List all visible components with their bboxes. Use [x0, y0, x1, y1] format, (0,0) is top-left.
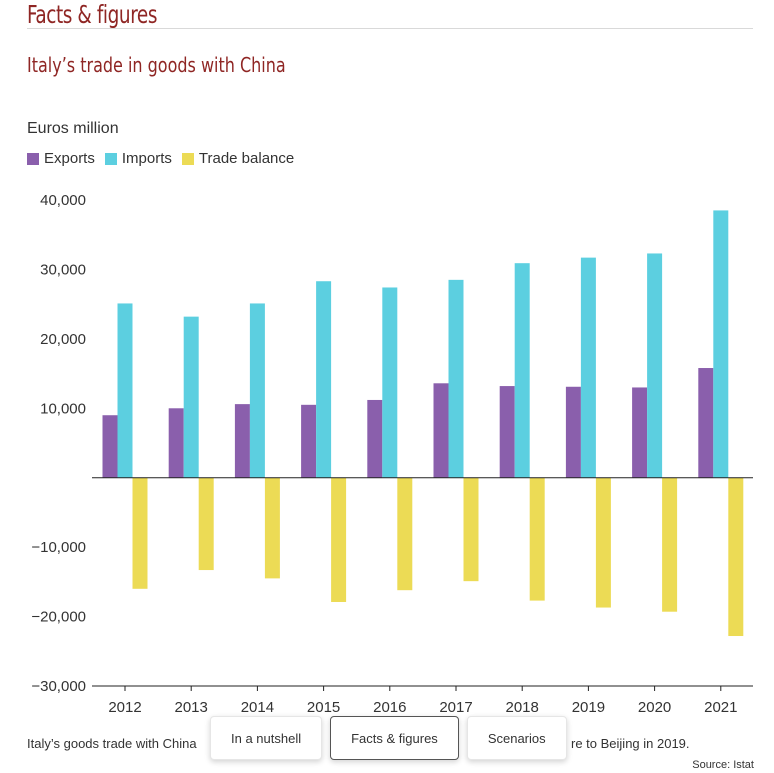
chart-legend: Exports Imports Trade balance — [27, 150, 304, 167]
bar-imports-2012 — [117, 303, 133, 478]
x-tick-label: 2020 — [638, 699, 671, 716]
bar-imports-2016 — [382, 287, 398, 478]
y-tick-label: 10,000 — [40, 400, 86, 417]
legend-swatch-trade-balance — [181, 152, 194, 165]
x-tick-label: 2019 — [572, 699, 605, 716]
y-tick-label: −10,000 — [31, 539, 86, 556]
x-tick-label: 2014 — [241, 699, 274, 716]
bar-trade-balance-2014 — [264, 477, 280, 579]
bar-imports-2015 — [316, 281, 332, 478]
bar-imports-2018 — [514, 263, 530, 478]
legend-item-exports: Exports — [27, 150, 95, 167]
bar-imports-2014 — [249, 303, 265, 478]
legend-item-trade-balance: Trade balance — [181, 150, 295, 167]
nav-button-facts-and-figures[interactable]: Facts & figures — [330, 716, 459, 760]
y-tick-label: 30,000 — [40, 261, 86, 278]
bar-exports-2016 — [367, 399, 383, 478]
legend-label-exports: Exports — [44, 150, 95, 167]
bar-trade-balance-2013 — [198, 477, 214, 571]
x-tick-label: 2018 — [506, 699, 539, 716]
bar-imports-2013 — [183, 316, 199, 478]
units-label: Euros million — [27, 120, 119, 137]
bar-trade-balance-2018 — [529, 477, 545, 601]
x-tick-label: 2016 — [373, 699, 406, 716]
bar-exports-2012 — [102, 415, 118, 478]
nav-button-scenarios[interactable]: Scenarios — [466, 716, 567, 760]
bar-imports-2017 — [448, 279, 464, 478]
bar-trade-balance-2021 — [728, 477, 744, 637]
x-tick-label: 2021 — [704, 699, 737, 716]
bar-exports-2013 — [168, 408, 184, 478]
chart-caption: Italy’s goods trade with China — [27, 736, 197, 751]
section-nav: In a nutshell Facts & figures Scenarios — [210, 716, 567, 760]
bar-exports-2021 — [698, 368, 714, 478]
nav-button-in-a-nutshell[interactable]: In a nutshell — [210, 716, 323, 760]
bar-imports-2020 — [647, 253, 663, 478]
section-divider — [27, 28, 753, 29]
bar-exports-2017 — [433, 383, 449, 478]
caption-text: Italy’s goods trade with China — [27, 736, 197, 751]
bar-trade-balance-2016 — [397, 477, 413, 591]
x-tick-label: 2012 — [108, 699, 141, 716]
bar-exports-2015 — [301, 404, 317, 478]
legend-label-trade-balance: Trade balance — [198, 150, 295, 167]
source-note: Source: Istat — [692, 759, 754, 771]
legend-swatch-imports — [104, 152, 117, 165]
legend-label-imports: Imports — [121, 150, 172, 167]
bar-imports-2021 — [713, 210, 729, 478]
legend-swatch-exports — [27, 152, 39, 165]
legend-item-imports: Imports — [104, 150, 172, 167]
bar-exports-2019 — [565, 386, 581, 478]
bar-imports-2019 — [580, 257, 596, 478]
bar-exports-2014 — [234, 404, 250, 478]
bar-trade-balance-2012 — [132, 477, 148, 589]
chart-caption-tail: re to Beijing in 2019. — [571, 736, 690, 751]
bar-trade-balance-2020 — [662, 477, 678, 612]
y-tick-label: 40,000 — [40, 192, 86, 209]
bar-exports-2018 — [499, 386, 515, 478]
bar-trade-balance-2015 — [331, 477, 347, 602]
y-tick-label: −20,000 — [31, 609, 86, 626]
y-tick-label: 20,000 — [40, 331, 86, 348]
x-tick-label: 2017 — [439, 699, 472, 716]
chart-title: Italy’s trade in goods with China — [27, 53, 286, 77]
caption-tail-text: re to Beijing in 2019. — [571, 736, 690, 751]
bar-trade-balance-2019 — [595, 477, 611, 608]
y-tick-label: −30,000 — [31, 678, 86, 695]
x-tick-label: 2015 — [307, 699, 340, 716]
bar-exports-2020 — [632, 387, 648, 478]
bar-trade-balance-2017 — [463, 477, 479, 582]
x-tick-label: 2013 — [175, 699, 208, 716]
section-title: Facts & figures — [27, 0, 158, 29]
